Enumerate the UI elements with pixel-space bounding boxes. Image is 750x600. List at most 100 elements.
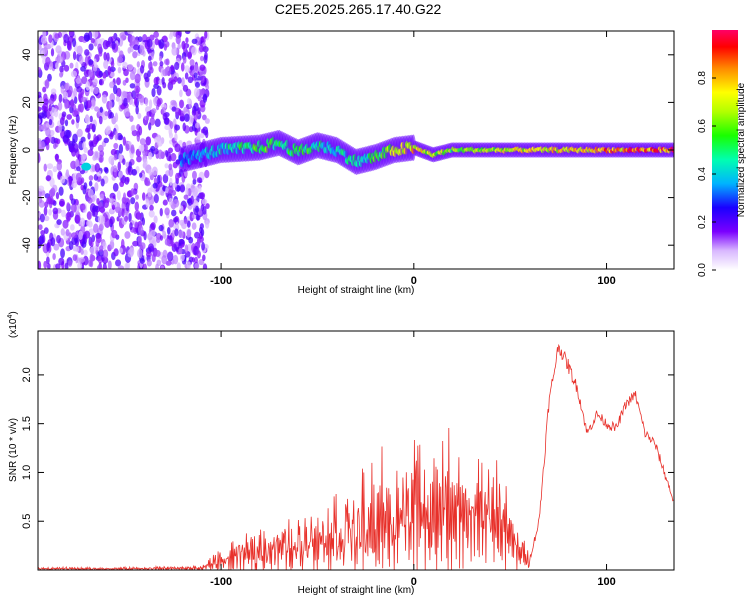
- noise-cell: [196, 177, 203, 183]
- noise-cell: [139, 258, 145, 264]
- noise-cell: [83, 32, 90, 42]
- noise-cell: [116, 216, 120, 222]
- noise-cell: [136, 155, 142, 163]
- noise-cell: [137, 248, 143, 259]
- noise-cell: [84, 49, 90, 56]
- noise-cell: [122, 158, 126, 166]
- noise-cell: [159, 235, 164, 241]
- noise-cell: [46, 242, 50, 252]
- noise-cell: [55, 263, 61, 269]
- noise-cell: [98, 70, 103, 78]
- noise-cell: [179, 89, 183, 98]
- noise-cell: [142, 158, 148, 167]
- noise-cell: [92, 78, 98, 86]
- noise-cell: [99, 245, 104, 252]
- noise-cell: [173, 76, 178, 83]
- noise-cell: [108, 197, 115, 204]
- noise-cell: [44, 79, 50, 89]
- noise-cell: [78, 55, 84, 65]
- noise-cell: [149, 204, 154, 212]
- noise-cell: [184, 31, 191, 35]
- noise-cell: [98, 223, 104, 231]
- noise-cell: [115, 259, 122, 267]
- noise-cell: [141, 217, 146, 226]
- noise-cell: [99, 193, 105, 201]
- noise-cell: [126, 94, 131, 103]
- noise-cell: [119, 180, 125, 188]
- noise-cell: [147, 151, 153, 160]
- noise-cell: [125, 77, 129, 84]
- noise-cell: [43, 206, 48, 216]
- noise-cell: [118, 170, 124, 178]
- noise-cell: [107, 65, 111, 76]
- snr-frame: [37, 330, 675, 571]
- noise-cell: [179, 205, 184, 212]
- noise-cell: [183, 170, 188, 177]
- noise-cell: [70, 203, 77, 213]
- noise-cell: [69, 31, 74, 37]
- noise-cell: [38, 224, 43, 231]
- noise-cell: [99, 106, 104, 113]
- noise-cell: [175, 172, 180, 182]
- noise-cell: [112, 182, 119, 192]
- noise-cell: [45, 175, 52, 182]
- noise-cell: [66, 138, 71, 146]
- noise-cell: [125, 201, 130, 212]
- noise-cell: [76, 128, 83, 138]
- noise-cell: [138, 94, 145, 103]
- noise-cell: [202, 254, 206, 262]
- noise-cell: [155, 237, 161, 244]
- noise-cell: [104, 126, 111, 135]
- noise-cell: [73, 142, 79, 153]
- noise-cell: [136, 212, 142, 220]
- noise-cell: [87, 132, 91, 140]
- noise-cell: [122, 91, 128, 98]
- noise-cell: [164, 207, 170, 216]
- noise-cell: [38, 112, 45, 119]
- noise-cell: [88, 43, 94, 51]
- noise-cell: [194, 231, 200, 239]
- noise-cell: [87, 197, 93, 204]
- noise-cell: [143, 143, 148, 152]
- noise-cell: [98, 79, 103, 86]
- noise-cell: [43, 93, 48, 102]
- noise-cell: [170, 152, 177, 162]
- noise-cell: [199, 64, 206, 72]
- noise-cell: [114, 130, 119, 141]
- noise-cell: [172, 254, 179, 265]
- noise-cell: [93, 134, 97, 144]
- noise-cell: [89, 253, 94, 263]
- noise-cell: [131, 124, 136, 131]
- noise-cell: [108, 155, 115, 165]
- noise-cell: [70, 180, 78, 189]
- noise-cell: [114, 112, 119, 123]
- noise-cell: [97, 144, 104, 153]
- noise-cell: [169, 121, 174, 130]
- noise-cell: [164, 238, 170, 246]
- noise-cell: [90, 85, 94, 93]
- noise-cell: [185, 187, 189, 197]
- noise-cell: [79, 217, 86, 227]
- noise-cell: [181, 77, 185, 87]
- noise-cell: [63, 33, 70, 44]
- y-tick-label: 1.5: [21, 416, 33, 431]
- noise-cell: [42, 102, 49, 111]
- noise-cell: [62, 219, 69, 229]
- noise-cell: [131, 129, 138, 137]
- snr-panel: -100 0 100 0.5 1.0 1.5 2.0 Height of straight …: [7, 311, 675, 596]
- noise-cell: [112, 165, 118, 173]
- noise-cell: [199, 223, 204, 230]
- noise-cell: [153, 215, 158, 224]
- noise-cell: [46, 163, 54, 170]
- noise-cell: [163, 43, 168, 51]
- noise-cell: [53, 142, 57, 149]
- noise-cell: [193, 102, 199, 112]
- noise-cell: [196, 250, 201, 259]
- noise-cell: [109, 132, 114, 140]
- noise-cell: [78, 230, 83, 241]
- noise-cell: [129, 222, 133, 230]
- noise-cell: [80, 96, 87, 103]
- noise-cell: [48, 34, 53, 44]
- noise-cell: [96, 264, 102, 269]
